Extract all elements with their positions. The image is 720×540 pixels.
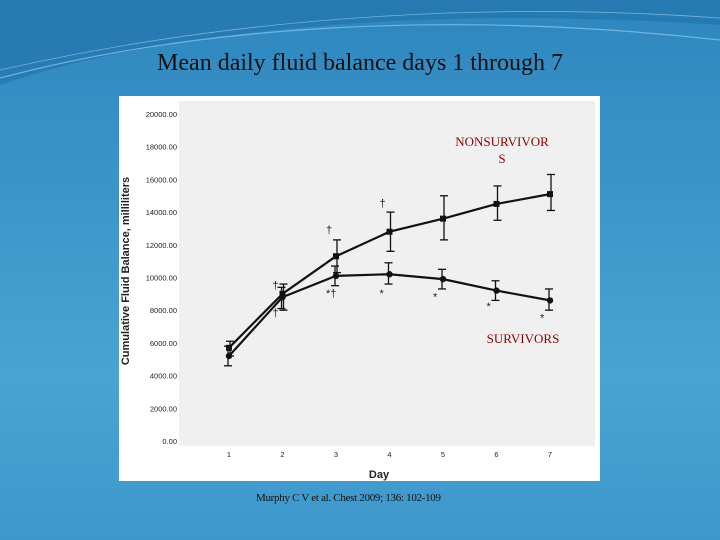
data-point-circle (386, 271, 393, 278)
series-label: NONSURVIVOR S (455, 134, 549, 166)
x-tick-label: 6 (494, 450, 498, 459)
series-label: SURVIVORS (487, 331, 560, 346)
citation: Murphy C V et al. Chest 2009; 136: 102-1… (256, 492, 441, 504)
x-tick-label: 2 (280, 450, 284, 459)
data-point-circle (332, 272, 340, 280)
series-label-line: SURVIVORS (487, 331, 560, 346)
significance-marker: † (380, 198, 386, 210)
y-tick-label: 8000.00 (150, 306, 177, 315)
axis-ticks: 0.00 2000.00 4000.00 6000.00 8000.00 10000.00… (146, 110, 552, 459)
data-point-square (226, 344, 232, 351)
data-point-square (440, 215, 446, 222)
y-tick-label: 2000.00 (150, 404, 177, 413)
title-swoosh-decoration (0, 0, 720, 85)
slide-title: Mean daily fluid balance days 1 through … (157, 50, 563, 76)
series-survivors (224, 262, 554, 367)
x-axis-title: Day (369, 469, 390, 481)
y-axis-title: Cumulative Fluid Balance, milliliters (120, 177, 132, 365)
y-tick-label: 4000.00 (150, 372, 177, 381)
data-point-square (333, 253, 339, 260)
data-point-circle (439, 275, 447, 283)
x-tick-label: 3 (334, 450, 338, 459)
y-tick-label: 16000.00 (146, 175, 177, 184)
fluid-balance-chart: Cumulative Fluid Balance, milliliters Da… (120, 101, 595, 481)
y-tick-label: 14000.00 (146, 208, 177, 217)
data-point-circle (546, 297, 554, 304)
y-tick-label: 20000.00 (146, 110, 177, 119)
significance-marker: * (540, 313, 545, 325)
significance-marker: † (326, 224, 332, 236)
significance-marker: * (487, 301, 492, 313)
y-tick-label: 12000.00 (146, 241, 177, 250)
significance-marker: † (273, 280, 279, 292)
data-point-square (493, 200, 500, 207)
series-label-line: S (498, 151, 505, 166)
data-point-circle (493, 287, 500, 294)
data-point-circle (279, 293, 286, 301)
series-labels: NONSURVIVOR S SURVIVORS (455, 134, 559, 346)
series-label-line: NONSURVIVOR (455, 134, 549, 149)
significance-marker: † (273, 308, 279, 320)
x-tick-label: 5 (441, 450, 445, 459)
significance-markers: † † † † *† * * * * (273, 198, 546, 324)
y-tick-label: 18000.00 (146, 143, 177, 152)
y-tick-label: 0.00 (162, 437, 177, 446)
x-tick-label: 4 (387, 450, 391, 459)
data-point-square (547, 191, 553, 198)
data-point-circle (225, 352, 233, 360)
chart-panel: Cumulative Fluid Balance, milliliters Da… (119, 96, 600, 481)
data-point-square (279, 290, 286, 297)
data-point-square (386, 228, 393, 235)
significance-marker: * (433, 291, 438, 303)
y-tick-label: 10000.00 (146, 274, 177, 283)
y-tick-label: 6000.00 (150, 339, 177, 348)
x-tick-label: 7 (548, 450, 552, 459)
significance-marker: *† (326, 288, 336, 300)
x-tick-label: 1 (227, 450, 231, 459)
significance-marker: * (380, 288, 385, 300)
series-layer (224, 173, 555, 367)
